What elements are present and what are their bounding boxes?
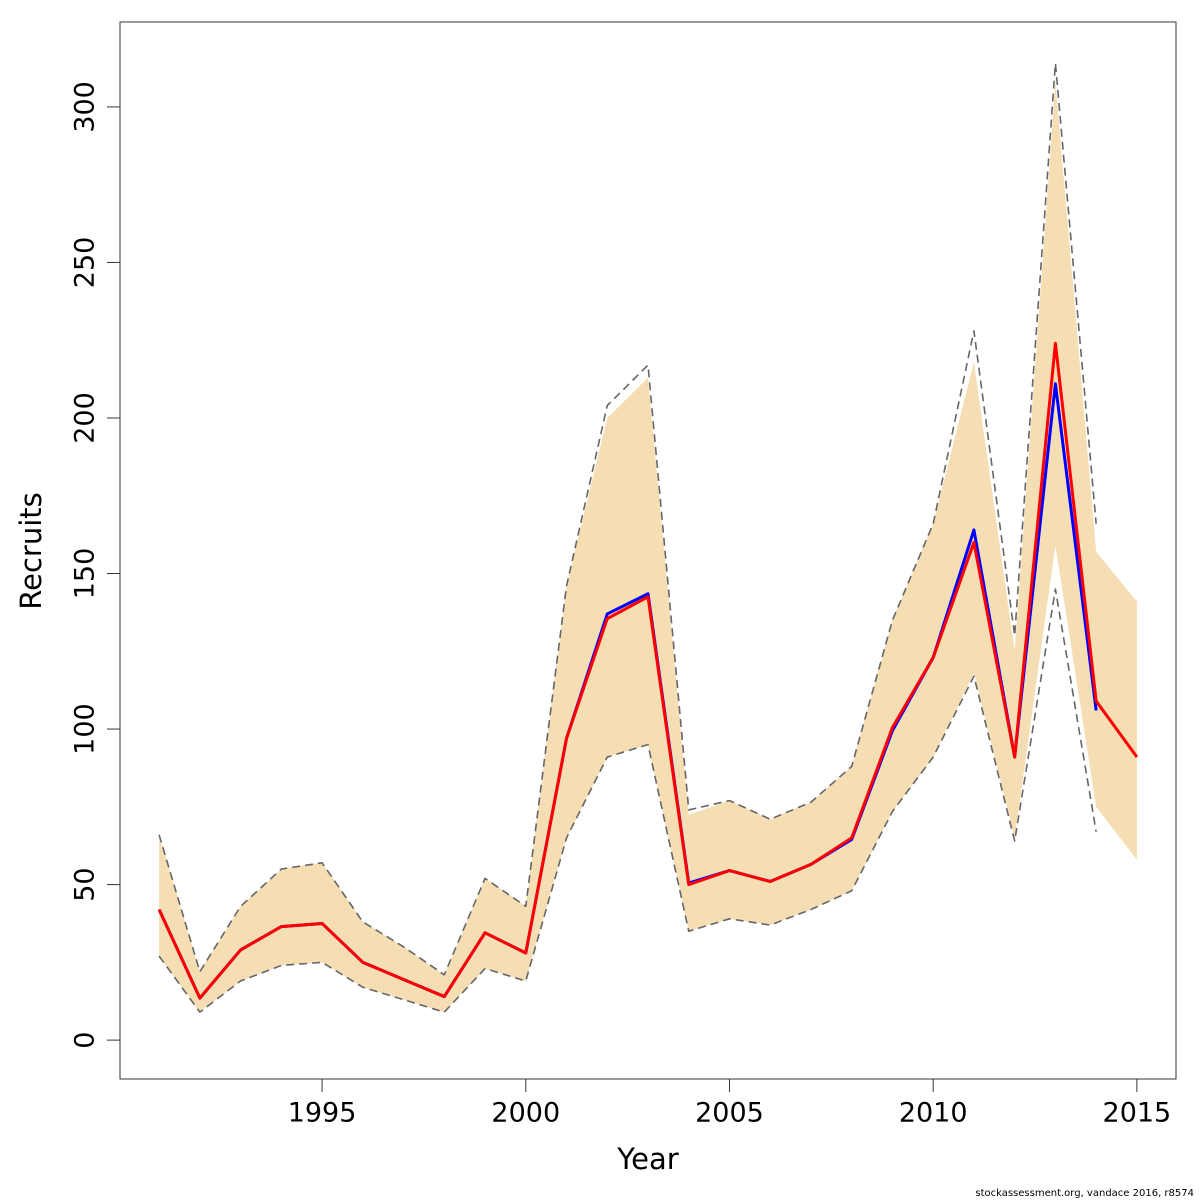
y-tick-label: 300 (70, 81, 101, 133)
dashed-line (158, 588, 1097, 1013)
line (157, 341, 1139, 1000)
x-tick-label: 1995 (288, 1098, 357, 1129)
x-tick-label: 2000 (491, 1098, 560, 1129)
y-tick-label: 250 (70, 237, 101, 289)
y-tick-label: 200 (70, 392, 101, 444)
dashed-line (158, 62, 1097, 976)
x-tick-label: 2015 (1103, 1098, 1172, 1129)
x-tick-label: 2010 (899, 1098, 968, 1129)
y-axis-title: Recruits (14, 492, 48, 609)
footer: stockassessment.org, vandace 2016, r8574 (975, 1188, 1194, 1199)
y-tick-label: 150 (70, 548, 101, 600)
y-tick-label: 50 (70, 867, 101, 901)
y-tick-label: 0 (70, 1032, 101, 1049)
confidence-band (159, 82, 1137, 1013)
x-tick-label: 2005 (695, 1098, 764, 1129)
plot-frame (119, 21, 1177, 1080)
y-tick-label: 100 (70, 703, 101, 755)
x-axis-title: Year (616, 1142, 678, 1176)
